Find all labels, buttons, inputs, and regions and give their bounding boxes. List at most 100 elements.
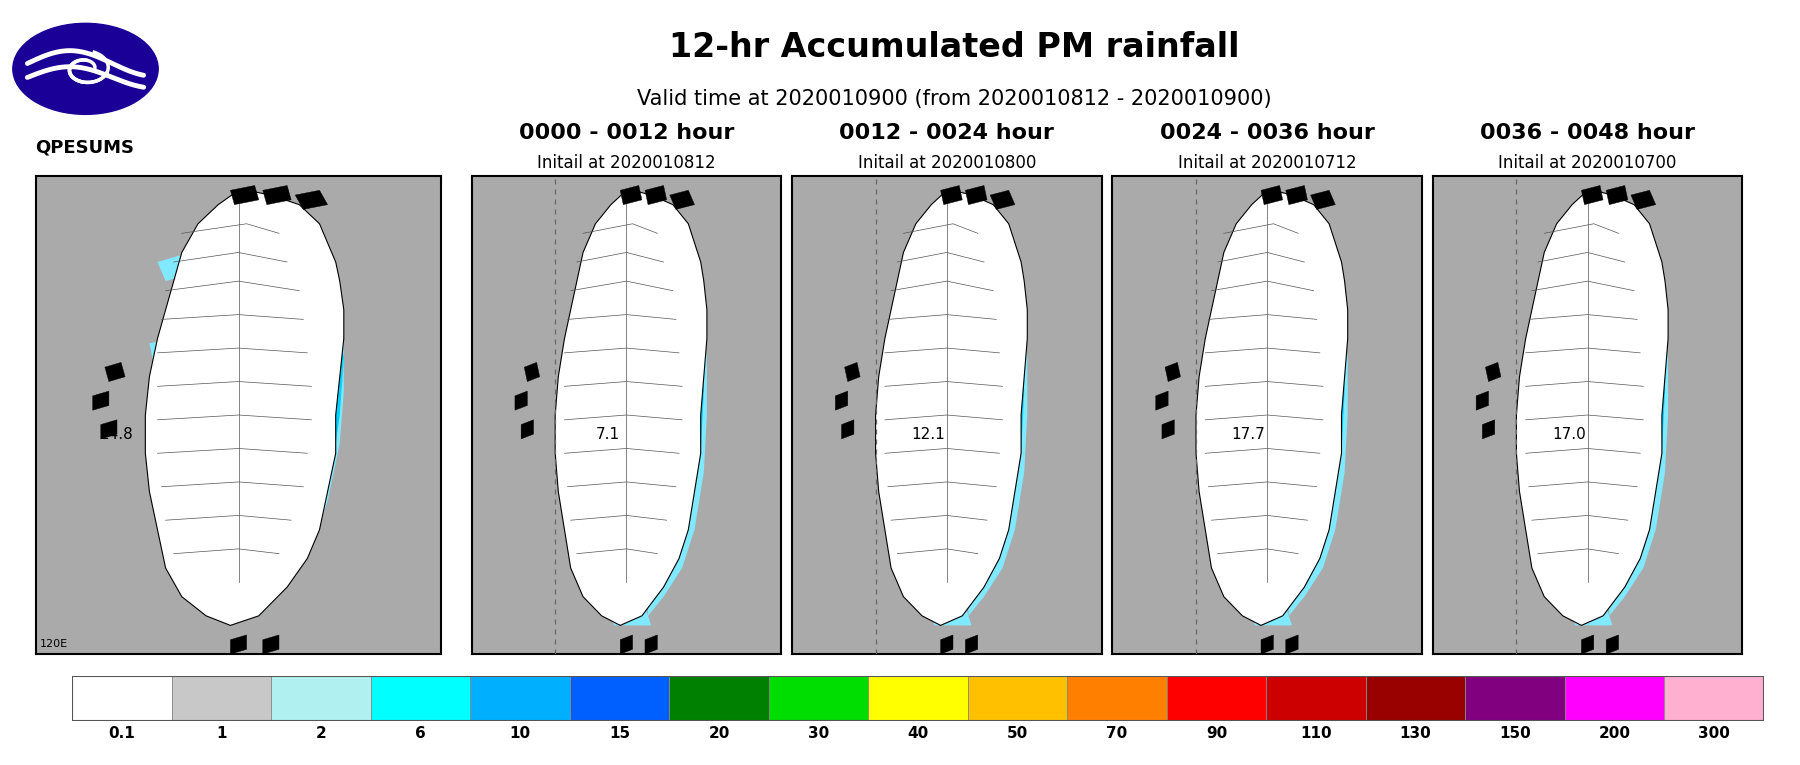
Polygon shape xyxy=(1631,190,1656,210)
Polygon shape xyxy=(1516,190,1669,626)
Polygon shape xyxy=(941,185,963,205)
Polygon shape xyxy=(1606,635,1618,654)
Polygon shape xyxy=(965,635,977,654)
Polygon shape xyxy=(515,391,527,410)
Text: 20: 20 xyxy=(707,725,729,741)
Polygon shape xyxy=(644,635,657,654)
Polygon shape xyxy=(94,391,108,410)
Text: 0012 - 0024 hour: 0012 - 0024 hour xyxy=(839,123,1055,143)
Polygon shape xyxy=(844,363,860,382)
Text: Initail at 2020010700: Initail at 2020010700 xyxy=(1498,155,1678,172)
Text: 17.0: 17.0 xyxy=(1552,427,1586,441)
Ellipse shape xyxy=(13,24,158,114)
Polygon shape xyxy=(101,420,117,439)
Bar xyxy=(1366,676,1465,721)
Polygon shape xyxy=(1570,606,1613,626)
Polygon shape xyxy=(146,190,344,626)
Polygon shape xyxy=(1165,363,1181,382)
Text: 300: 300 xyxy=(1697,725,1730,741)
Bar xyxy=(868,676,968,721)
Polygon shape xyxy=(1195,190,1348,626)
Polygon shape xyxy=(643,214,707,616)
Polygon shape xyxy=(263,635,279,654)
Bar xyxy=(371,676,470,721)
Polygon shape xyxy=(1582,185,1604,205)
Text: 2: 2 xyxy=(315,725,326,741)
Text: 200: 200 xyxy=(1598,725,1631,741)
Polygon shape xyxy=(965,185,986,205)
Bar xyxy=(1665,676,1764,721)
Polygon shape xyxy=(1292,219,1345,588)
Polygon shape xyxy=(149,338,178,363)
Polygon shape xyxy=(554,190,707,626)
Polygon shape xyxy=(169,458,211,482)
Text: 6: 6 xyxy=(416,725,427,741)
Polygon shape xyxy=(670,190,695,210)
Polygon shape xyxy=(1285,635,1298,654)
Text: 40: 40 xyxy=(907,725,929,741)
Polygon shape xyxy=(1249,606,1292,626)
Polygon shape xyxy=(621,185,643,205)
Polygon shape xyxy=(972,219,1024,588)
Polygon shape xyxy=(1163,420,1174,439)
Polygon shape xyxy=(263,176,441,654)
Polygon shape xyxy=(990,190,1015,210)
Bar xyxy=(1166,676,1267,721)
Polygon shape xyxy=(234,410,256,435)
Text: 0036 - 0048 hour: 0036 - 0048 hour xyxy=(1480,123,1696,143)
Polygon shape xyxy=(1606,185,1627,205)
Polygon shape xyxy=(230,635,247,654)
Polygon shape xyxy=(522,420,533,439)
Text: Valid time at 2020010900 (from 2020010812 - 2020010900): Valid time at 2020010900 (from 202001081… xyxy=(637,89,1271,109)
Text: 90: 90 xyxy=(1206,725,1228,741)
Bar xyxy=(470,676,569,721)
Polygon shape xyxy=(842,420,853,439)
Polygon shape xyxy=(941,635,952,654)
Bar xyxy=(569,676,670,721)
Text: 7.1: 7.1 xyxy=(596,427,619,441)
Text: 0000 - 0012 hour: 0000 - 0012 hour xyxy=(518,123,734,143)
Polygon shape xyxy=(652,219,704,588)
Polygon shape xyxy=(1606,176,1742,654)
Polygon shape xyxy=(263,185,292,205)
Bar xyxy=(171,676,272,721)
Polygon shape xyxy=(104,363,124,382)
Text: 150: 150 xyxy=(1499,725,1532,741)
Polygon shape xyxy=(1285,185,1307,205)
Polygon shape xyxy=(835,391,848,410)
Text: QPESUMS: QPESUMS xyxy=(34,138,133,156)
Polygon shape xyxy=(198,529,243,554)
Bar xyxy=(1465,676,1564,721)
Polygon shape xyxy=(1262,185,1283,205)
Text: 130: 130 xyxy=(1400,725,1431,741)
Text: 30: 30 xyxy=(808,725,830,741)
Polygon shape xyxy=(1604,214,1669,616)
Polygon shape xyxy=(875,190,1028,626)
Text: 1: 1 xyxy=(216,725,227,741)
Text: 15: 15 xyxy=(608,725,630,741)
Polygon shape xyxy=(1262,635,1273,654)
Text: 0024 - 0036 hour: 0024 - 0036 hour xyxy=(1159,123,1375,143)
Polygon shape xyxy=(295,190,328,210)
Text: 120E: 120E xyxy=(40,640,68,649)
Polygon shape xyxy=(153,386,182,410)
Text: 70: 70 xyxy=(1107,725,1127,741)
Polygon shape xyxy=(214,563,250,588)
Polygon shape xyxy=(621,635,632,654)
Polygon shape xyxy=(963,214,1028,616)
Polygon shape xyxy=(1613,219,1665,588)
Text: 12-hr Accumulated PM rainfall: 12-hr Accumulated PM rainfall xyxy=(670,31,1238,64)
Polygon shape xyxy=(644,185,666,205)
Polygon shape xyxy=(1283,214,1348,616)
Polygon shape xyxy=(238,205,344,616)
Text: Initail at 2020010800: Initail at 2020010800 xyxy=(857,155,1037,172)
Bar xyxy=(670,676,769,721)
Polygon shape xyxy=(1156,391,1168,410)
Polygon shape xyxy=(230,185,259,205)
Polygon shape xyxy=(608,606,652,626)
Polygon shape xyxy=(929,606,972,626)
Bar xyxy=(1067,676,1166,721)
Text: 12.1: 12.1 xyxy=(911,427,945,441)
Bar xyxy=(769,676,868,721)
Polygon shape xyxy=(965,176,1102,654)
